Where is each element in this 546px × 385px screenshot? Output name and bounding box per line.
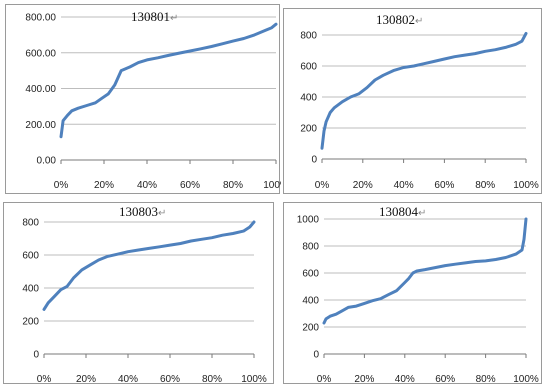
chart-title: 130804↵ <box>379 204 426 220</box>
chart-title: 130802↵ <box>376 12 423 28</box>
chart-title-text: 130802 <box>376 12 415 27</box>
x-tick-label: 100% <box>513 180 539 191</box>
chart-panel-130801: 0.00 200.00 400.00 600.00 800.00 0% 20% 40% 60% 8… <box>5 4 281 194</box>
y-tick-label: 400.00 <box>25 84 56 95</box>
y-tick-label: 0 <box>33 350 39 361</box>
x-tick-label: 80% <box>202 374 222 385</box>
x-tick-label: 60% <box>160 374 180 385</box>
y-tick-label: 200 <box>300 124 317 135</box>
x-tick-label: 20% <box>353 180 373 191</box>
x-tick-label: 40% <box>118 374 138 385</box>
x-tick-label: 100% <box>513 374 539 385</box>
x-tick-label: 0% <box>54 180 69 191</box>
y-tick-label: 0 <box>313 350 319 361</box>
y-tick-label: 0 <box>311 155 317 166</box>
series-line <box>322 217 528 325</box>
chart-title: 130803↵ <box>119 204 166 220</box>
series-line <box>59 22 278 139</box>
x-tick-label: 60% <box>180 180 200 191</box>
y-tick-label: 800 <box>22 218 39 229</box>
y-tick-label: 200.00 <box>25 120 56 131</box>
y-tick-label: 600.00 <box>25 48 56 59</box>
y-tick-label: 600 <box>22 251 39 262</box>
y-tick-label: 800.00 <box>25 13 56 24</box>
x-tick-label: 60% <box>434 180 454 191</box>
x-tick-label: 0% <box>315 180 330 191</box>
y-tick-label: 400 <box>22 284 39 295</box>
chart-title-text: 130801 <box>131 9 170 24</box>
chart-svg: 0 200 400 600 800 0% 20% 40% 60% 80% 100% <box>300 31 539 192</box>
x-tick-label: 20% <box>354 374 374 385</box>
x-tick-label: 80% <box>476 374 496 385</box>
y-tick-label: 400 <box>302 296 319 307</box>
x-tick-label: 20% <box>94 180 114 191</box>
series-line <box>320 32 528 150</box>
x-tick-label: 0% <box>37 374 52 385</box>
y-tick-label: 600 <box>302 269 319 280</box>
chart-panel-130802: 0 200 400 600 800 0% 20% 40% 60% 80% 100% 130802↵ <box>283 8 542 194</box>
chart-title: 130801↵ <box>131 9 178 25</box>
chart-panel-130804: 0 200 400 600 800 1000 0% 20% 40% 60% 80% 100% 13080… <box>283 202 542 385</box>
y-tick-label: 1000 <box>297 215 320 226</box>
chart-title-text: 130803 <box>119 204 158 219</box>
paragraph-mark-icon: ↵ <box>158 208 167 219</box>
y-tick-label: 200 <box>302 323 319 334</box>
x-tick-label: 100% <box>263 180 281 191</box>
x-tick-label: 100% <box>241 374 267 385</box>
y-tick-label: 200 <box>22 317 39 328</box>
x-tick-label: 20% <box>76 374 96 385</box>
chart-svg: 0.00 200.00 400.00 600.00 800.00 0% 20% 40% 60% 8… <box>25 13 281 192</box>
x-tick-label: 40% <box>395 374 415 385</box>
y-tick-label: 400 <box>300 93 317 104</box>
chart-svg: 0 200 400 600 800 0% 20% 40% 60% 80% 100% <box>22 218 267 385</box>
paragraph-mark-icon: ↵ <box>418 208 427 219</box>
y-tick-label: 800 <box>300 31 317 42</box>
x-tick-label: 60% <box>435 374 455 385</box>
chart-title-text: 130804 <box>379 204 418 219</box>
chart-panel-130803: 0 200 400 600 800 0% 20% 40% 60% 80% 100% 130803↵ <box>3 202 274 385</box>
chart-svg: 0 200 400 600 800 1000 0% 20% 40% 60% 80% 100% <box>297 215 539 385</box>
x-tick-label: 40% <box>394 180 414 191</box>
series-line <box>42 220 256 311</box>
y-tick-label: 0.00 <box>37 156 57 167</box>
x-tick-label: 0% <box>317 374 332 385</box>
paragraph-mark-icon: ↵ <box>415 16 424 27</box>
paragraph-mark-icon: ↵ <box>170 13 179 24</box>
y-tick-label: 800 <box>302 242 319 253</box>
x-tick-label: 80% <box>475 180 495 191</box>
y-tick-label: 600 <box>300 62 317 73</box>
x-tick-label: 80% <box>223 180 243 191</box>
x-tick-label: 40% <box>137 180 157 191</box>
